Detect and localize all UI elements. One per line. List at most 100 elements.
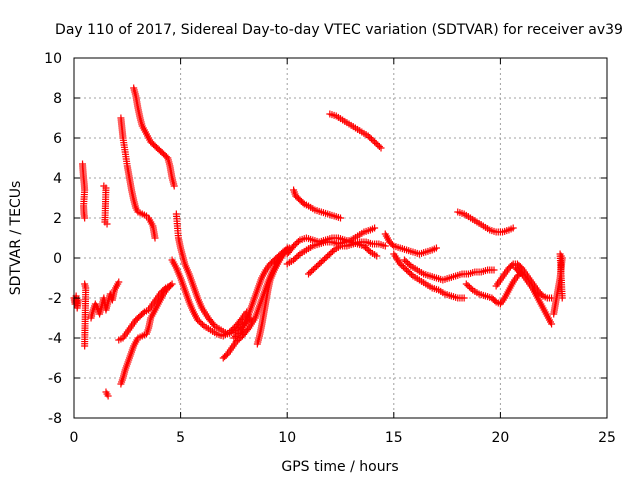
data-point	[151, 234, 159, 242]
data-point	[373, 252, 381, 260]
data-point	[104, 392, 112, 400]
x-tick-label: 25	[598, 430, 616, 446]
data-point	[369, 137, 377, 144]
series-arc-h	[130, 84, 178, 190]
data-point	[319, 257, 327, 264]
data-point	[197, 319, 205, 327]
data-point	[293, 239, 301, 247]
data-point	[322, 254, 330, 261]
data-point	[406, 269, 414, 277]
data-point	[115, 278, 123, 286]
chart-title: Day 110 of 2017, Sidereal Day-to-day VTE…	[55, 22, 623, 38]
series-arc-q	[326, 110, 385, 152]
data-point	[407, 271, 415, 278]
series-arc-e	[100, 182, 111, 228]
x-tick-label: 20	[491, 430, 509, 446]
series-arc-f	[102, 388, 112, 400]
data-point	[558, 294, 566, 302]
data-point	[321, 255, 329, 263]
data-point	[299, 199, 307, 207]
data-point	[327, 249, 335, 257]
data-point	[194, 316, 202, 324]
data-points	[70, 84, 566, 400]
data-point	[398, 262, 406, 269]
data-point	[508, 261, 516, 269]
data-point	[227, 327, 235, 334]
data-point	[460, 294, 468, 302]
data-point	[404, 268, 412, 275]
data-point	[81, 342, 89, 350]
series-arc-w	[400, 256, 498, 284]
data-point	[404, 259, 412, 267]
data-point	[329, 248, 337, 255]
data-point	[316, 260, 324, 267]
data-point	[464, 282, 472, 289]
y-tick-label: 6	[53, 131, 62, 147]
data-point	[291, 241, 299, 248]
series-arc-t	[305, 238, 389, 278]
data-point	[308, 267, 316, 275]
data-point	[467, 285, 475, 292]
data-point	[388, 241, 396, 249]
series-arc-s	[283, 224, 379, 268]
x-tick-label: 10	[278, 430, 296, 446]
y-tick-label: 8	[53, 91, 62, 107]
data-point	[491, 297, 499, 305]
data-point	[231, 333, 239, 340]
series-arc-aa	[511, 264, 556, 328]
data-point	[337, 214, 344, 222]
data-point	[317, 258, 325, 266]
data-point	[509, 224, 517, 232]
y-tick-label: -8	[48, 411, 62, 427]
series-arc-z	[492, 260, 556, 302]
data-point	[366, 134, 374, 141]
series-arc-g	[117, 114, 159, 242]
series-arc-u	[381, 230, 440, 258]
y-tick-label: -4	[48, 331, 62, 347]
data-point	[290, 256, 298, 264]
y-tick-label: 0	[53, 251, 62, 267]
data-point	[377, 144, 385, 152]
y-tick-label: -6	[48, 371, 62, 387]
data-point	[465, 283, 473, 291]
data-point	[229, 325, 237, 333]
data-point	[294, 238, 302, 245]
x-tick-label: 5	[176, 430, 185, 446]
series-arc-c	[81, 280, 90, 350]
data-point	[432, 244, 440, 252]
data-point	[399, 263, 407, 271]
data-point	[305, 270, 313, 278]
data-point	[363, 245, 371, 253]
data-point	[400, 256, 408, 264]
data-point	[306, 269, 314, 276]
data-point	[401, 265, 409, 272]
data-point	[324, 252, 332, 260]
data-point	[367, 135, 375, 143]
series-arc-ab	[550, 250, 566, 318]
data-point	[374, 141, 382, 149]
data-point	[375, 143, 383, 150]
series-arc-b	[79, 160, 89, 222]
x-axis-label: GPS time / hours	[281, 459, 398, 475]
data-point	[309, 266, 317, 273]
data-point	[166, 282, 174, 290]
x-tick-label: 0	[70, 430, 79, 446]
data-point	[402, 258, 410, 265]
data-point	[365, 247, 373, 254]
data-point	[290, 242, 298, 250]
data-point	[198, 321, 206, 328]
y-tick-label: 10	[44, 51, 62, 67]
data-point	[226, 328, 234, 336]
data-point	[230, 334, 238, 342]
data-point	[371, 138, 379, 146]
data-point	[325, 251, 333, 258]
data-point	[372, 140, 380, 147]
series-arc-j	[115, 282, 174, 344]
data-point	[170, 182, 178, 190]
y-tick-label: -2	[48, 291, 62, 307]
data-point	[103, 220, 111, 228]
data-point	[396, 260, 404, 268]
x-tick-label: 15	[385, 430, 403, 446]
data-point	[244, 326, 252, 334]
